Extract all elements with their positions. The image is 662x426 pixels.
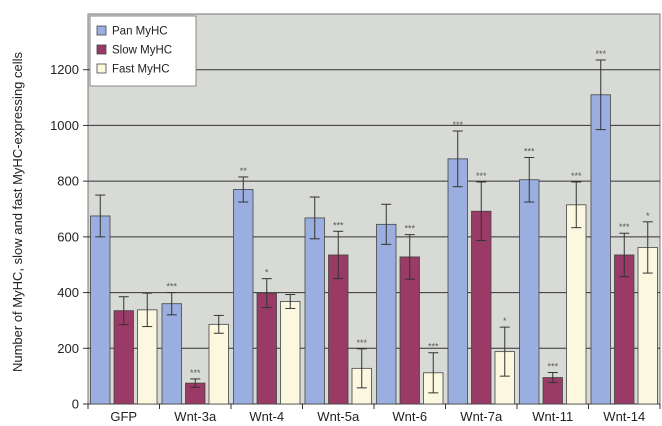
x-tick-label: Wnt-11 [532, 409, 573, 424]
legend: Pan MyHC Slow MyHC Fast MyHC [89, 15, 197, 87]
y-tick-label: 200 [57, 341, 79, 356]
significance-label: * [503, 316, 507, 326]
bar [90, 215, 111, 405]
legend-label: Fast MyHC [112, 64, 170, 76]
y-tick-label: 800 [57, 174, 79, 189]
bar [280, 301, 301, 405]
bar [614, 254, 635, 405]
x-tick-label: Wnt-14 [603, 409, 645, 424]
significance-label: *** [571, 171, 582, 181]
legend-label: Slow MyHC [112, 45, 172, 57]
significance-label: ** [240, 166, 248, 176]
bar [447, 158, 468, 405]
x-tick-label: Wnt-5a [317, 409, 360, 424]
x-tick-label: Wnt-3a [174, 409, 217, 424]
legend-swatch [96, 25, 107, 36]
y-tick-label: 0 [72, 397, 79, 412]
significance-label: *** [166, 282, 177, 292]
bar [304, 217, 325, 405]
y-tick-label: 400 [57, 285, 79, 300]
significance-label: * [265, 268, 269, 278]
x-tick-label: Wnt-4 [249, 409, 284, 424]
legend-swatch [96, 63, 107, 74]
bar [566, 204, 587, 405]
bar [376, 223, 397, 405]
bar [519, 179, 540, 405]
significance-label: *** [452, 120, 463, 130]
y-axis-label: Number of MyHC, slow and fast MyHC-expre… [10, 51, 25, 372]
x-tick-label: Wnt-7a [460, 409, 503, 424]
significance-label: *** [547, 362, 558, 372]
x-tick-label: GFP [110, 409, 137, 424]
legend-box [89, 15, 197, 87]
significance-label: *** [333, 220, 344, 230]
x-tick-label: Wnt-6 [392, 409, 427, 424]
y-tick-label: 600 [57, 229, 79, 244]
significance-labels: ****************************************… [166, 49, 650, 378]
significance-label: *** [476, 171, 487, 181]
legend-swatch [96, 44, 107, 55]
y-axis-ticks: 0 200 400 600 800 1000 1200 [50, 62, 88, 412]
significance-label: *** [190, 368, 201, 378]
bar [590, 94, 611, 405]
x-axis-ticks: GFP Wnt-3a Wnt-4 Wnt-5a Wnt-6 Wnt-7a Wnt-11 Wnt… [87, 404, 661, 424]
significance-label: * [646, 211, 650, 221]
significance-label: *** [356, 338, 367, 348]
y-tick-label: 1000 [50, 118, 79, 133]
significance-label: *** [404, 224, 415, 234]
significance-label: *** [524, 146, 535, 156]
bar [161, 303, 182, 405]
significance-label: *** [428, 342, 439, 352]
bar [208, 323, 229, 405]
y-tick-label: 1200 [50, 62, 79, 77]
gridlines [88, 69, 660, 405]
significance-label: *** [595, 49, 606, 59]
bar [233, 189, 254, 405]
legend-label: Pan MyHC [112, 26, 168, 38]
bar [256, 292, 277, 405]
error-bars [95, 59, 653, 394]
significance-label: *** [619, 222, 630, 232]
